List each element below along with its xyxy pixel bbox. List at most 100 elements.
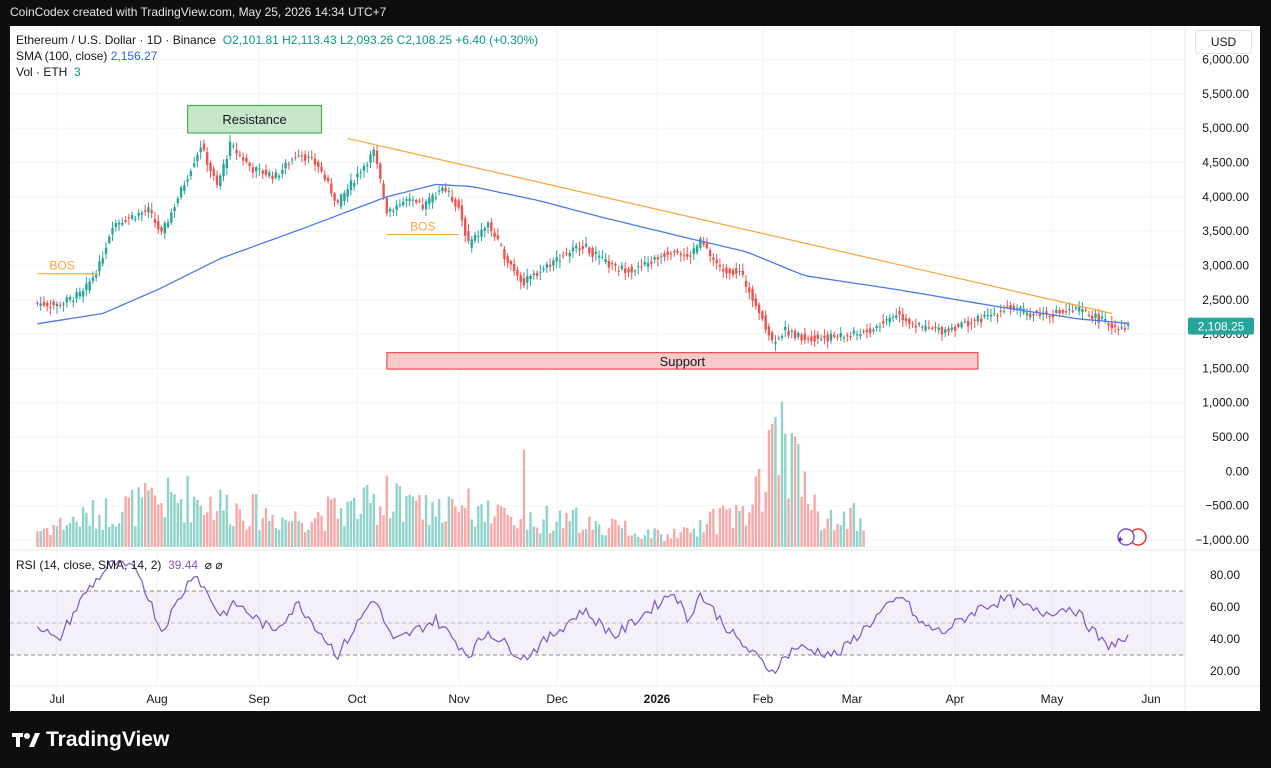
candle-body (78, 291, 82, 297)
volume-bar (392, 511, 395, 547)
candle (852, 327, 856, 336)
candle (754, 293, 758, 310)
time-axis: Jul Aug Sep Oct Nov Dec 2026 Feb Mar Apr May Jun (49, 692, 1160, 706)
candle-body (588, 247, 591, 254)
candle-body (1126, 323, 1130, 326)
candle (395, 200, 398, 217)
volume-bar (398, 486, 402, 547)
candle-body (842, 337, 846, 339)
legend-vol-row[interactable]: Vol · ETH 3 (16, 65, 81, 79)
volume-bar (630, 535, 633, 547)
candle-body (855, 333, 859, 336)
volume-bar (258, 530, 261, 547)
legend-rsi-value: 39.44 (168, 558, 199, 572)
legend-rsi-visibility-icons[interactable]: ⌀ ⌀ (204, 558, 223, 572)
candle (859, 328, 862, 340)
candle (222, 159, 225, 182)
volume-bar (790, 433, 793, 547)
candle-body (392, 210, 395, 212)
volume-bar (490, 523, 493, 547)
candle-body (591, 247, 594, 258)
candle (333, 191, 336, 207)
time-tick-label: Aug (146, 692, 167, 706)
candle-body (421, 204, 424, 209)
brand[interactable]: TradingView (12, 728, 169, 752)
volume-bar (415, 500, 418, 547)
legend-rsi-row[interactable]: RSI (14, close, SMA, 14, 2) 39.44 ⌀ ⌀ (16, 558, 223, 572)
candle (398, 199, 402, 208)
candle (143, 204, 147, 216)
candle (415, 198, 418, 205)
volume-bar (212, 520, 215, 547)
candle-body (352, 183, 356, 187)
candle-body (898, 310, 901, 315)
candle (101, 251, 104, 267)
candle-body (542, 268, 545, 271)
chart-frame[interactable]: Resistance Support BOS BOS 6,000.00 5,500.00 5… (10, 26, 1260, 711)
volume-bar (797, 443, 800, 547)
volume-bar (862, 530, 865, 547)
candle-body (470, 239, 473, 248)
currency-button[interactable]: USD (1195, 30, 1252, 54)
candle-body (228, 141, 232, 156)
price-tick-label: 500.00 (1212, 430, 1249, 444)
bos-label: BOS (49, 259, 74, 273)
legend-symbol[interactable]: Ethereum / U.S. Dollar · 1D · Binance (16, 33, 217, 47)
candle (307, 150, 310, 164)
candle-body (490, 222, 493, 232)
chart-canvas[interactable]: Resistance Support BOS BOS 6,000.00 5,500.00 5… (10, 26, 1260, 711)
candle-body (777, 337, 780, 339)
candle (594, 246, 598, 261)
candle (715, 254, 718, 270)
candle-body (251, 167, 255, 173)
candle (277, 173, 281, 181)
candle (499, 242, 503, 247)
candle (963, 318, 967, 324)
candle-body (300, 155, 304, 157)
candle (480, 222, 483, 242)
candle (1097, 308, 1100, 329)
candle (1081, 302, 1084, 320)
candle (232, 142, 235, 150)
volume-bar (447, 496, 451, 547)
candle-body (268, 172, 271, 177)
candle (966, 316, 970, 333)
candle (1110, 315, 1114, 335)
candle-body (679, 253, 682, 255)
volume-bar (477, 506, 480, 547)
candle (287, 161, 291, 170)
candle-body (183, 185, 186, 192)
legend-sma-row[interactable]: SMA (100, close) 2,156.27 (16, 49, 157, 63)
candle (196, 151, 199, 168)
candle-body (160, 227, 163, 232)
volume-bar (94, 528, 98, 547)
candle (176, 196, 180, 207)
volume-bar (52, 524, 55, 547)
candle (310, 150, 313, 161)
economic-events-icon: ✦ (1116, 528, 1147, 546)
candle (124, 216, 127, 224)
candle-body (708, 250, 712, 257)
candle-body (388, 208, 392, 212)
candle (970, 317, 973, 331)
volume-bar (424, 495, 428, 547)
candle (993, 307, 996, 317)
volume-bar (591, 529, 594, 547)
candle (620, 262, 624, 271)
candle-body (447, 191, 451, 193)
candle-body (921, 326, 924, 328)
candle (708, 247, 712, 262)
volume-bar (160, 503, 163, 547)
candle (584, 236, 588, 249)
candle-body (1032, 313, 1035, 316)
volume-bar (689, 532, 692, 547)
candle (209, 160, 212, 179)
candle (891, 313, 895, 322)
volume-bar (774, 417, 777, 547)
volume-bar (555, 521, 558, 547)
candle-body (65, 297, 68, 303)
volume-bar (127, 497, 131, 547)
candle-body (428, 197, 431, 204)
volume-bar (320, 515, 323, 547)
price-tick-label: 4,000.00 (1202, 190, 1249, 204)
